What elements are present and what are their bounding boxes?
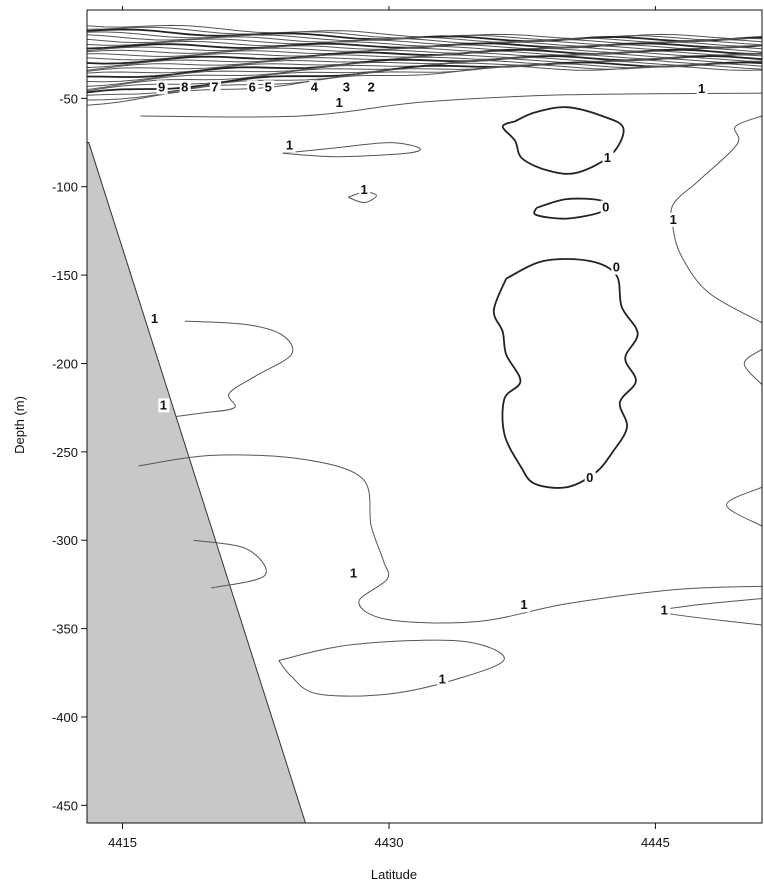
y-tick-label: -250 (52, 445, 78, 460)
contour-label: 1 (698, 81, 705, 96)
contour-label-bg (179, 80, 191, 95)
contour-label: 0 (602, 199, 609, 214)
contour-label: 1 (661, 602, 668, 617)
y-tick-label: -450 (52, 798, 78, 813)
contour-label: 1 (151, 311, 158, 326)
contour-label-bg (366, 80, 378, 95)
y-tick-label: -350 (52, 622, 78, 637)
contour-label-bg (309, 80, 321, 95)
contour-label-bg (518, 598, 530, 613)
surface-contour-line (87, 65, 762, 106)
contour-line-1 (278, 639, 505, 697)
contour-line-1 (138, 454, 762, 624)
y-tick-label: -200 (52, 356, 78, 371)
surface-contour-line (87, 53, 762, 72)
surface-contour-label: 8 (181, 79, 188, 94)
contour-label: 0 (613, 260, 620, 275)
y-tick-label: -300 (52, 533, 78, 548)
y-axis-title: Depth (m) (12, 396, 27, 454)
contour-line-1 (282, 142, 421, 158)
contour-line-0 (501, 106, 625, 175)
contour-label: 1 (160, 397, 167, 412)
contour-label: 1 (350, 565, 357, 580)
contour-line-0 (492, 258, 639, 489)
surface-contour-label: 3 (343, 79, 350, 94)
contour-label-bg (584, 470, 596, 485)
contour-line-1 (670, 115, 762, 324)
plot-content (87, 24, 762, 823)
surface-contour-line (87, 31, 762, 43)
contour-label-bg (284, 138, 296, 153)
x-tick-label: 4445 (641, 835, 670, 850)
y-tick-label: -100 (52, 180, 78, 195)
contour-label-bg (209, 80, 221, 95)
surface-contour-label: 5 (265, 79, 272, 94)
contour-line-1 (660, 598, 762, 626)
bathymetry-fill (87, 142, 307, 823)
surface-contour-label: 6 (249, 79, 256, 94)
contour-label-bg (348, 566, 360, 581)
contour-line-1 (743, 348, 762, 386)
contour-label-bg (263, 80, 275, 95)
surface-contour-line (87, 45, 762, 54)
contour-line-1 (725, 486, 762, 527)
surface-contour-label: 7 (211, 79, 218, 94)
contour-label: 1 (336, 95, 343, 110)
contour-label-bg (334, 96, 346, 111)
surface-contour-label: 4 (311, 79, 319, 94)
contour-label-bg (668, 212, 680, 227)
contour-label-bg (611, 260, 623, 275)
contour-line-1 (140, 92, 762, 118)
contour-label-bg (359, 182, 371, 197)
x-tick-label: 4430 (375, 835, 404, 850)
axes: -50 -100 -150 -200 -250 -300 -350 -400 -450 4415 4… (52, 6, 763, 850)
contour-label: 0 (586, 470, 593, 485)
contour-label-bg (156, 80, 168, 95)
contour-label-bg (158, 398, 170, 413)
surface-contour-label: 9 (158, 79, 165, 94)
surface-contour-label: 2 (368, 79, 375, 94)
contour-label-bg (696, 82, 708, 97)
contour-line-0 (533, 197, 608, 220)
contour-label-bg (341, 80, 353, 95)
contour-line-1 (175, 320, 294, 417)
contour-label-bg (437, 672, 449, 687)
plot-area: 9 8 7 6 5 4 3 2 1 0 0 0 1 1 1 1 1 1 1 1 1 1 1 (87, 24, 762, 823)
contour-label: 1 (439, 671, 446, 686)
x-tick-label: 4415 (108, 835, 137, 850)
y-tick-label: -400 (52, 710, 78, 725)
plot-frame (86, 9, 763, 824)
x-axis-title: Latitude (371, 867, 417, 882)
y-tick-label: -50 (59, 91, 78, 106)
contour-label-bg (247, 80, 259, 95)
surface-contour-line (87, 55, 762, 78)
contour-label: 1 (360, 182, 367, 197)
contour-label: 1 (670, 212, 677, 227)
y-tick-label: -150 (52, 268, 78, 283)
contour-label: 1 (286, 138, 293, 153)
contour-label-bg (600, 200, 612, 215)
contour-label-bg (602, 150, 614, 165)
contour-label: 1 (604, 150, 611, 165)
contour-label-bg (659, 603, 671, 618)
contour-label: 1 (520, 597, 527, 612)
contour-label-bg (149, 311, 161, 326)
contour-line-1 (193, 539, 267, 589)
